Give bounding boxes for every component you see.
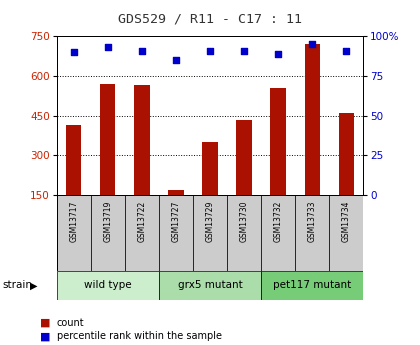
Bar [227, 195, 261, 271]
Bar [202, 142, 218, 195]
Text: wild type: wild type [84, 280, 131, 290]
Text: GSM13722: GSM13722 [137, 201, 146, 242]
Text: percentile rank within the sample: percentile rank within the sample [57, 332, 222, 341]
Bar [339, 113, 354, 195]
Bar [261, 195, 295, 271]
Text: GSM13729: GSM13729 [205, 201, 215, 243]
Bar [57, 195, 91, 271]
Text: GSM13732: GSM13732 [274, 201, 283, 243]
Point [343, 48, 349, 53]
Text: GSM13717: GSM13717 [69, 201, 78, 243]
Bar [91, 195, 125, 271]
Text: GSM13727: GSM13727 [171, 201, 181, 243]
Bar [159, 195, 193, 271]
Point [207, 48, 213, 53]
Bar [304, 44, 320, 195]
Bar [261, 271, 363, 300]
Bar [295, 195, 329, 271]
Text: GSM13730: GSM13730 [239, 201, 249, 243]
Text: GSM13719: GSM13719 [103, 201, 112, 243]
Bar [100, 84, 116, 195]
Point [275, 51, 281, 57]
Bar [168, 190, 184, 195]
Bar [134, 85, 150, 195]
Text: GDS529 / R11 - C17 : 11: GDS529 / R11 - C17 : 11 [118, 12, 302, 25]
Bar [66, 125, 81, 195]
Point [241, 48, 247, 53]
Text: grx5 mutant: grx5 mutant [178, 280, 242, 290]
Text: strain: strain [2, 280, 32, 290]
Bar [159, 271, 261, 300]
Bar [270, 88, 286, 195]
Text: count: count [57, 318, 84, 327]
Text: pet117 mutant: pet117 mutant [273, 280, 351, 290]
Bar [329, 195, 363, 271]
Text: GSM13733: GSM13733 [308, 201, 317, 243]
Point [105, 45, 111, 50]
Bar [193, 195, 227, 271]
Text: ▶: ▶ [30, 280, 38, 290]
Point [71, 49, 77, 55]
Text: ■: ■ [40, 318, 50, 327]
Bar [57, 271, 159, 300]
Point [173, 57, 179, 63]
Bar [125, 195, 159, 271]
Point [139, 48, 145, 53]
Bar [236, 119, 252, 195]
Text: ■: ■ [40, 332, 50, 341]
Point [309, 41, 315, 47]
Text: GSM13734: GSM13734 [342, 201, 351, 243]
